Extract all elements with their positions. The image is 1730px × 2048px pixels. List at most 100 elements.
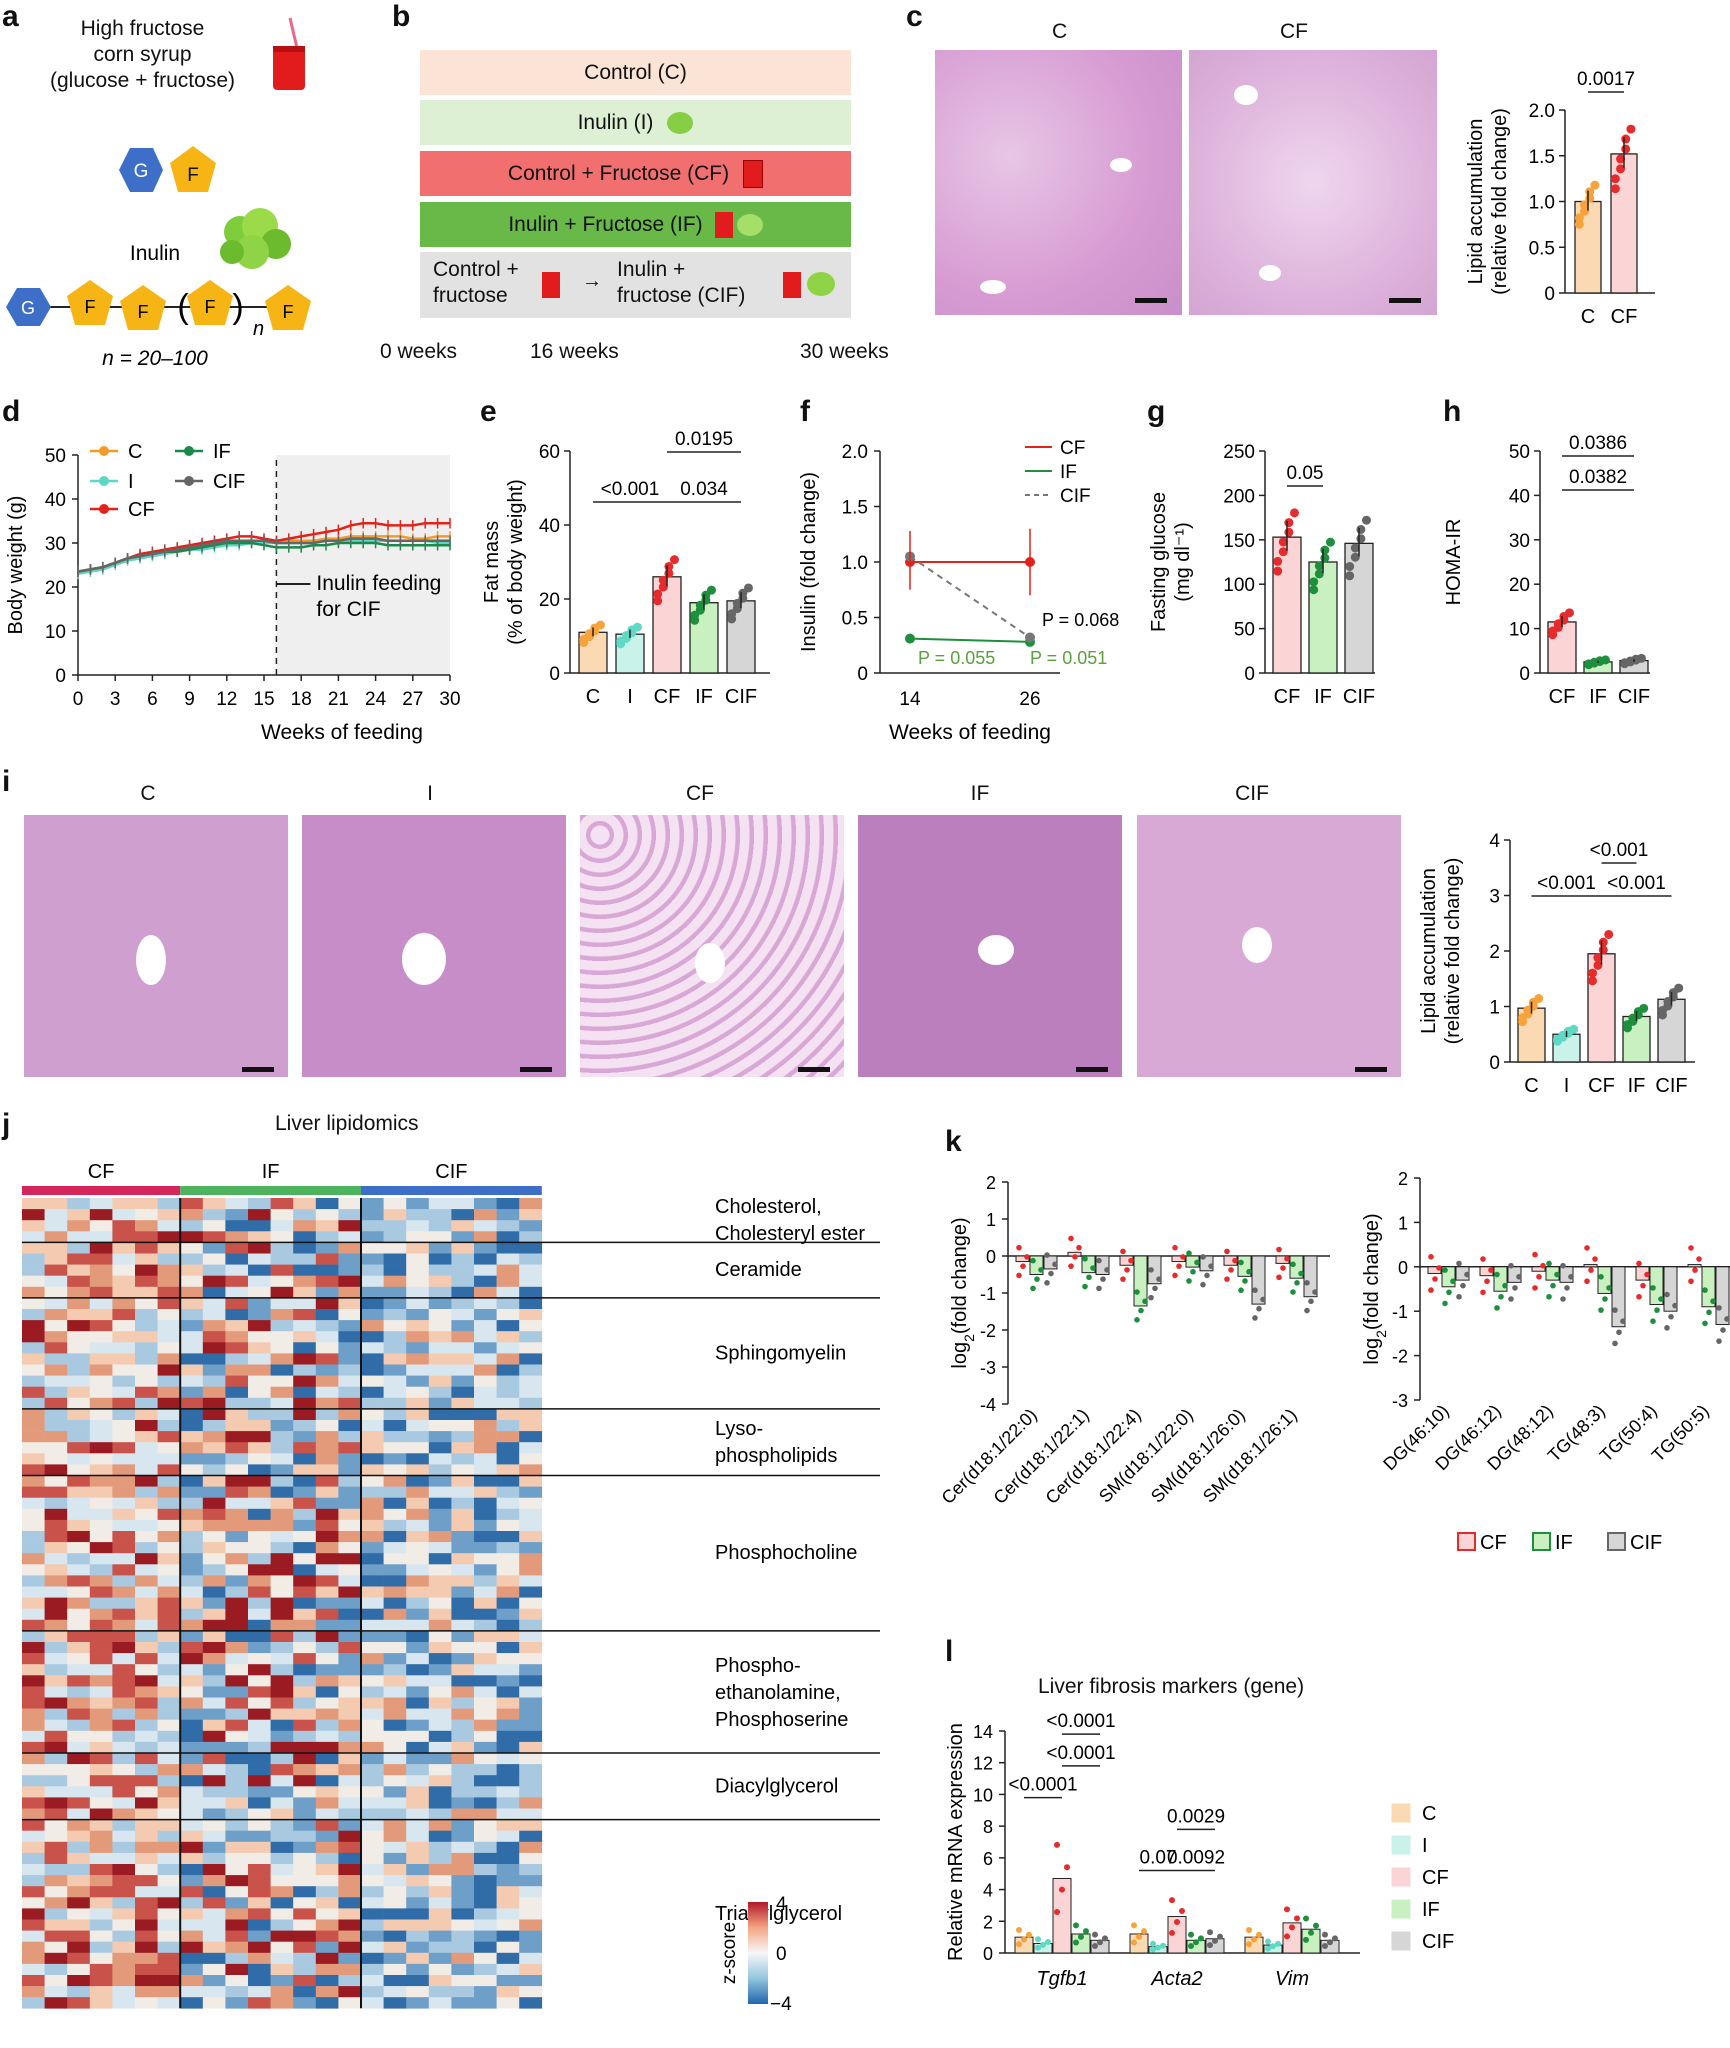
heatmap-cell: [519, 1375, 543, 1387]
heatmap-cell: [496, 1564, 520, 1576]
heatmap-cell: [89, 1519, 113, 1532]
heatmap-cell: [293, 1497, 317, 1510]
data-point: [1096, 1285, 1102, 1292]
heatmap-cell: [496, 1608, 520, 1621]
heatmap-cell: [315, 1664, 339, 1676]
data-point: [1096, 1257, 1102, 1264]
data-point: [1588, 976, 1597, 986]
heatmap-cell: [248, 1364, 271, 1376]
data-point: [1345, 571, 1355, 581]
y-label-text: log2(fold change): [1361, 1213, 1389, 1364]
heatmap-cell: [112, 1630, 136, 1643]
heatmap-cell: [428, 1297, 452, 1310]
heatmap-cell: [474, 1730, 497, 1743]
data-point: [1104, 1267, 1110, 1273]
heatmap-cell: [225, 1797, 249, 1809]
heatmap-cell: [202, 1431, 226, 1443]
heatmap-cell: [406, 1519, 430, 1532]
data-point: [1668, 1313, 1674, 1320]
heatmap-cell: [361, 1730, 384, 1743]
heatmap-cell: [89, 1320, 113, 1332]
heatmap-cell: [361, 1397, 384, 1410]
heatmap-cell: [338, 1963, 362, 1976]
heatmap-cell: [361, 1342, 384, 1354]
heatmap-cell: [225, 1242, 249, 1254]
heatmap-cell: [474, 1775, 497, 1787]
y-axis-label: Lipid accumulation (relative fold change): [1418, 858, 1464, 1045]
heatmap-cell: [519, 1642, 543, 1654]
heatmap-cell: [248, 1997, 271, 2009]
heatmap-cell: [315, 1420, 339, 1432]
heatmap-cell: [293, 1919, 317, 1931]
heatmap-cell: [474, 1819, 497, 1831]
heatmap-cell: [44, 1886, 68, 1898]
heatmap-cell: [270, 1331, 294, 1343]
heatmap-cell: [135, 1486, 158, 1498]
heatmap-cell: [135, 1475, 158, 1487]
heatmap-cell: [496, 1653, 520, 1665]
heatmap-cell: [225, 1486, 249, 1498]
p-value: 0.0029: [1167, 1806, 1225, 1827]
heatmap-cell: [202, 1952, 226, 1965]
legend-swatch: [1607, 1532, 1626, 1551]
heatmap-cell: [406, 1830, 430, 1843]
data-point: [1664, 1291, 1670, 1298]
heatmap-cell: [67, 1975, 91, 1987]
heatmap-cell: [428, 1331, 452, 1343]
heatmap-cell: [135, 1775, 158, 1787]
x-axis-label: Weeks of feeding: [261, 721, 423, 744]
p-value: P = 0.055: [918, 648, 995, 668]
data-point: [1092, 1931, 1098, 1938]
heatmap-cell: [270, 1253, 294, 1265]
heatmap-cell: [293, 1963, 317, 1976]
panel-letter-e: e: [480, 395, 497, 428]
heatmap-cell: [248, 1797, 271, 1809]
heatmap-cell: [406, 1331, 430, 1343]
heatmap-cell: [270, 1941, 294, 1954]
heatmap-cell: [338, 1220, 362, 1232]
heatmap-cell: [451, 1630, 475, 1643]
legend-swatch: [1391, 1899, 1411, 1919]
data-point: [1208, 1263, 1214, 1269]
scale-bar: [1389, 298, 1421, 303]
heatmap-cell: [293, 1797, 317, 1809]
heatmap-cell: [428, 1553, 452, 1565]
heatmap-cell: [180, 1730, 204, 1743]
heatmap-cell: [67, 1342, 91, 1354]
heatmap-cell: [496, 1431, 520, 1443]
y-label-text: Relative mRNA expression: [945, 1723, 967, 1961]
data-point: [1540, 1262, 1546, 1269]
heatmap-cell: [180, 1453, 204, 1465]
data-point: [1626, 124, 1636, 134]
heatmap-cell: [180, 1697, 204, 1709]
heatmap-cell: [89, 1975, 113, 1987]
heatmap-cell: [180, 1597, 204, 1609]
heatmap-cell: [180, 1442, 204, 1454]
soda-cup-icon: [783, 272, 801, 298]
heatmap-cell: [44, 1908, 68, 1920]
data-point: [1460, 1282, 1466, 1289]
heatmap-cell: [519, 1719, 543, 1732]
heatmap-cell: [135, 1253, 158, 1265]
heatmap-cell: [270, 1553, 294, 1565]
heatmap-cell: [383, 1553, 407, 1565]
heatmap-cell: [383, 1675, 407, 1687]
heatmap-cell: [225, 1320, 249, 1332]
data-point: [1026, 1931, 1032, 1938]
x-tick-label: 30: [439, 689, 460, 710]
heatmap-cell: [406, 1697, 430, 1709]
heatmap-cell: [112, 1930, 136, 1942]
svg-text:F: F: [205, 297, 216, 317]
heatmap-cell: [67, 1963, 91, 1976]
heatmap-cell: [315, 1941, 339, 1954]
heatmap-cell: [293, 1730, 317, 1743]
bar-IF: [1649, 1266, 1664, 1306]
y-tick-label: 30: [1509, 531, 1530, 552]
heatmap-cell: [451, 1619, 475, 1632]
heatmap-cell: [361, 1242, 384, 1254]
bar-CIF: [1663, 1266, 1678, 1312]
heatmap-cell: [451, 1486, 475, 1498]
heatmap-cell: [293, 1486, 317, 1498]
data-point: [1016, 1927, 1022, 1934]
heatmap-cell: [157, 1209, 181, 1221]
